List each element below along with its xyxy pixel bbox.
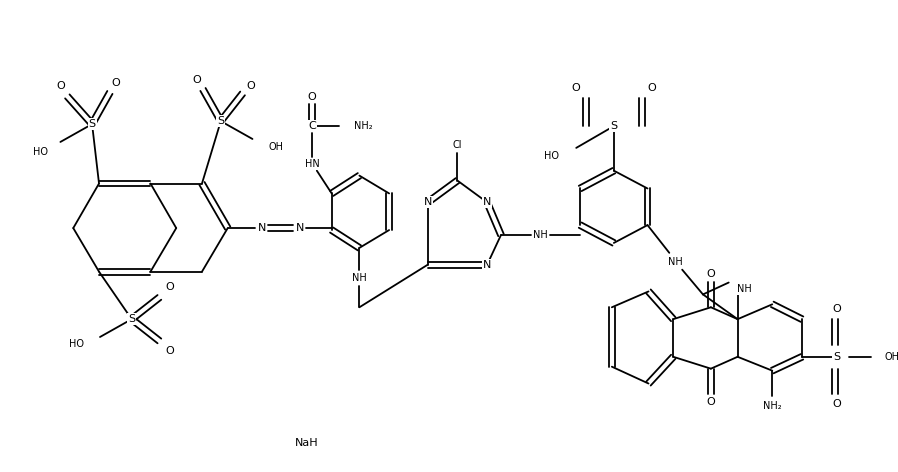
Text: OH: OH [269,142,283,152]
Text: HO: HO [544,151,559,161]
Text: S: S [89,119,96,129]
Text: O: O [832,399,841,409]
Text: NH₂: NH₂ [355,121,373,131]
Text: S: S [833,352,841,362]
Text: O: O [165,346,173,356]
Text: O: O [707,269,715,278]
Text: HO: HO [69,339,84,349]
Text: O: O [832,304,841,314]
Text: NH: NH [533,230,548,240]
Text: N: N [295,223,304,233]
Text: S: S [217,116,224,126]
Text: S: S [128,314,136,324]
Text: O: O [707,397,715,407]
Text: O: O [307,93,316,102]
Text: O: O [572,84,581,93]
Text: NaH: NaH [295,438,319,448]
Text: S: S [611,121,618,131]
Text: NH: NH [737,285,752,295]
Text: NH: NH [352,273,366,283]
Text: C: C [308,121,316,131]
Text: OH: OH [885,352,898,362]
Text: NH₂: NH₂ [763,401,781,411]
Text: N: N [259,223,267,233]
Text: NH: NH [668,257,682,267]
Text: HO: HO [32,147,48,157]
Text: O: O [193,75,201,84]
Text: O: O [111,77,120,87]
Text: N: N [424,197,432,207]
Text: O: O [647,84,656,93]
Text: N: N [483,197,491,207]
Text: O: O [246,81,255,91]
Text: O: O [56,82,65,92]
Text: N: N [483,260,491,270]
Text: Cl: Cl [453,140,462,150]
Text: HN: HN [304,159,320,169]
Text: O: O [165,282,173,293]
